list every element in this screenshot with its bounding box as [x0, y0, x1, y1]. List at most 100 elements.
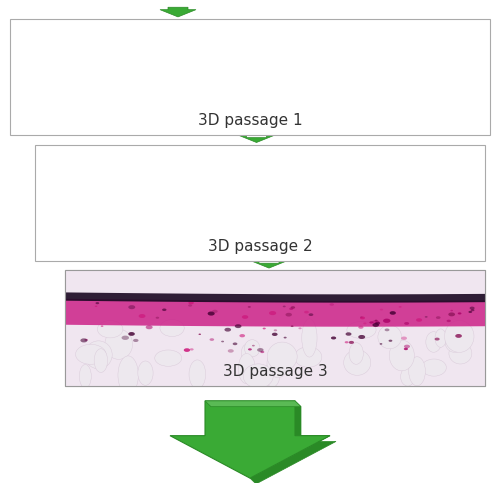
Ellipse shape [404, 345, 410, 348]
Bar [35, 145, 485, 261]
Ellipse shape [350, 82, 356, 85]
Ellipse shape [202, 69, 205, 71]
Ellipse shape [274, 329, 277, 331]
Ellipse shape [256, 94, 284, 118]
Ellipse shape [168, 231, 186, 255]
Ellipse shape [415, 216, 421, 220]
Ellipse shape [224, 81, 228, 84]
Ellipse shape [283, 217, 288, 219]
Ellipse shape [252, 345, 255, 346]
Ellipse shape [137, 207, 167, 226]
Ellipse shape [312, 182, 317, 185]
Ellipse shape [96, 302, 99, 304]
Ellipse shape [324, 216, 331, 221]
Ellipse shape [128, 74, 132, 76]
Ellipse shape [117, 116, 149, 136]
Ellipse shape [74, 236, 106, 256]
Ellipse shape [232, 342, 237, 345]
Ellipse shape [128, 332, 135, 336]
Ellipse shape [225, 72, 230, 75]
Ellipse shape [245, 71, 248, 72]
Ellipse shape [346, 179, 350, 183]
Ellipse shape [470, 309, 474, 311]
Polygon shape [65, 292, 485, 303]
Ellipse shape [140, 237, 164, 260]
Ellipse shape [164, 216, 182, 245]
Ellipse shape [390, 311, 396, 315]
Ellipse shape [146, 100, 158, 128]
Ellipse shape [390, 340, 414, 371]
Ellipse shape [316, 201, 324, 206]
Ellipse shape [376, 322, 380, 324]
Ellipse shape [455, 334, 462, 338]
Ellipse shape [280, 199, 286, 203]
Ellipse shape [340, 79, 367, 96]
Ellipse shape [235, 324, 242, 328]
Ellipse shape [374, 320, 378, 321]
Ellipse shape [93, 77, 98, 80]
Ellipse shape [340, 185, 344, 187]
Ellipse shape [241, 190, 248, 194]
Ellipse shape [418, 89, 433, 108]
Ellipse shape [283, 306, 286, 307]
Ellipse shape [258, 66, 262, 68]
Ellipse shape [178, 209, 182, 211]
Ellipse shape [80, 339, 87, 342]
Ellipse shape [284, 179, 291, 183]
Ellipse shape [400, 73, 404, 75]
Ellipse shape [222, 209, 229, 213]
Ellipse shape [400, 368, 415, 386]
Ellipse shape [160, 74, 162, 75]
Ellipse shape [345, 231, 366, 267]
Ellipse shape [104, 59, 128, 95]
Ellipse shape [188, 304, 192, 307]
Ellipse shape [206, 51, 210, 53]
Ellipse shape [411, 201, 418, 205]
Ellipse shape [224, 328, 231, 332]
Polygon shape [35, 170, 485, 199]
Ellipse shape [286, 313, 292, 316]
Ellipse shape [180, 187, 198, 215]
Ellipse shape [254, 68, 261, 72]
Ellipse shape [476, 62, 482, 65]
Ellipse shape [32, 227, 58, 252]
Ellipse shape [330, 303, 334, 306]
Ellipse shape [212, 310, 218, 313]
Ellipse shape [160, 319, 184, 337]
Ellipse shape [113, 213, 116, 215]
Polygon shape [65, 299, 485, 327]
Ellipse shape [76, 190, 92, 227]
Bar [10, 19, 490, 135]
Ellipse shape [447, 48, 454, 52]
Ellipse shape [59, 90, 72, 112]
Text: 3D passage 2: 3D passage 2 [208, 239, 312, 254]
Ellipse shape [240, 58, 244, 60]
Ellipse shape [261, 201, 264, 203]
Polygon shape [238, 135, 274, 142]
Ellipse shape [476, 212, 480, 214]
Ellipse shape [388, 45, 392, 47]
Ellipse shape [246, 199, 250, 202]
Ellipse shape [88, 55, 96, 59]
Ellipse shape [260, 351, 264, 353]
Ellipse shape [114, 64, 118, 66]
Ellipse shape [62, 51, 67, 54]
Ellipse shape [64, 84, 78, 104]
Ellipse shape [292, 192, 298, 195]
Ellipse shape [74, 79, 80, 82]
Polygon shape [35, 164, 485, 176]
Ellipse shape [262, 210, 266, 213]
Ellipse shape [248, 306, 251, 308]
Ellipse shape [204, 195, 223, 231]
Ellipse shape [294, 347, 322, 367]
Bar [10, 19, 490, 135]
Ellipse shape [198, 216, 200, 218]
Ellipse shape [426, 194, 452, 214]
Ellipse shape [380, 309, 383, 311]
Ellipse shape [288, 180, 292, 182]
Ellipse shape [248, 348, 252, 351]
Ellipse shape [238, 354, 256, 384]
Ellipse shape [105, 329, 132, 359]
Ellipse shape [313, 202, 344, 235]
Ellipse shape [376, 183, 379, 185]
